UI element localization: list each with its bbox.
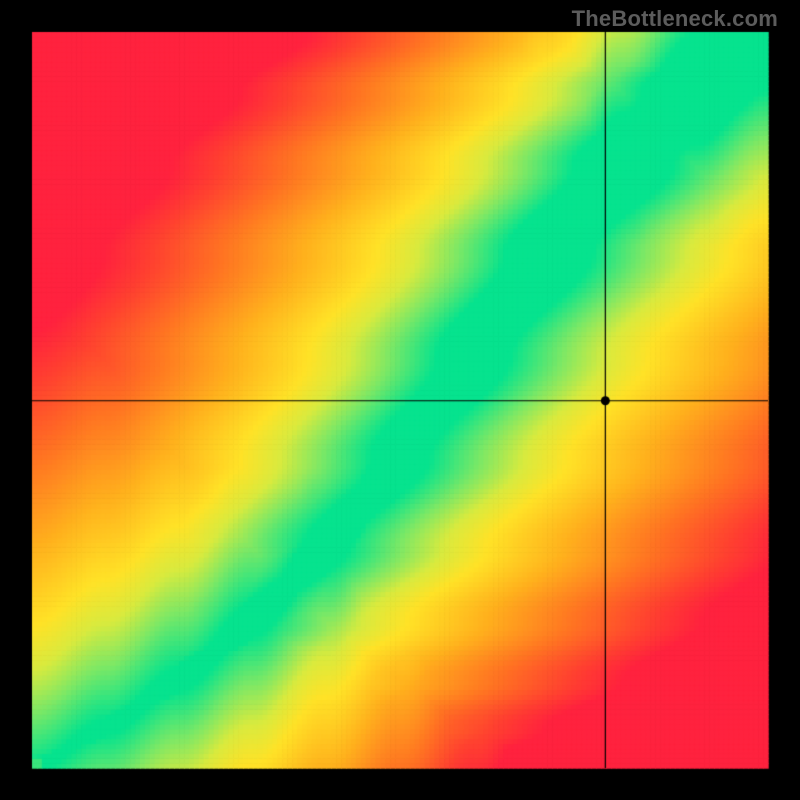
bottleneck-heatmap-canvas	[0, 0, 800, 800]
watermark-text: TheBottleneck.com	[572, 6, 778, 32]
chart-container: TheBottleneck.com	[0, 0, 800, 800]
